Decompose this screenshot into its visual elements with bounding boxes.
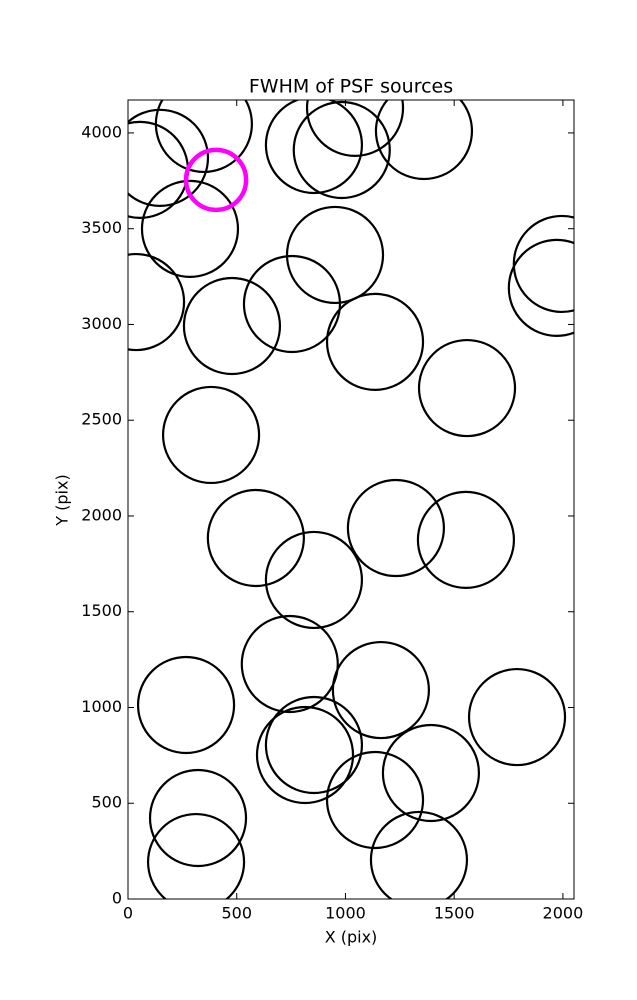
source-circle — [285, 205, 385, 305]
y-tick-label: 2500 — [81, 410, 122, 429]
source-circle — [242, 254, 342, 354]
y-tick-label: 1000 — [81, 697, 122, 716]
y-tick-label: 3500 — [81, 218, 122, 237]
source-circle — [140, 179, 240, 278]
source-circle — [206, 488, 305, 588]
x-axis-label: X (pix) — [325, 928, 378, 947]
source-circle — [264, 100, 364, 195]
source-circle — [128, 252, 186, 352]
source-circle — [148, 768, 248, 868]
source-circle — [146, 812, 246, 899]
x-tick-label: 1000 — [325, 904, 366, 923]
source-circle — [512, 214, 574, 314]
y-tick-label: 1500 — [81, 601, 122, 620]
source-circle — [467, 667, 567, 767]
x-tick-label: 1500 — [434, 904, 475, 923]
y-tick-label: 2000 — [81, 505, 122, 524]
source-circle — [325, 292, 425, 391]
x-tick-label: 0 — [123, 904, 133, 923]
y-tick-label: 4000 — [81, 122, 122, 141]
y-tick-label: 3000 — [81, 314, 122, 333]
y-tick-label: 500 — [91, 793, 122, 812]
highlighted-source — [183, 147, 249, 213]
y-tick-label: 0 — [112, 889, 122, 908]
source-circle — [292, 100, 391, 200]
source-circle — [374, 100, 474, 181]
x-tick-label: 2000 — [543, 904, 584, 923]
source-circle — [416, 490, 516, 590]
source-circle — [331, 640, 431, 740]
source-circle — [136, 655, 236, 755]
source-circle — [264, 695, 364, 795]
source-circle — [346, 478, 446, 578]
source-circle — [507, 238, 574, 337]
source-circle — [325, 750, 425, 850]
source-circle — [128, 108, 210, 207]
y-axis-label: Y (pix) — [53, 474, 72, 526]
source-circle — [161, 385, 261, 485]
plot-area — [128, 100, 574, 899]
source-circle — [381, 723, 481, 823]
source-circle — [182, 276, 282, 376]
source-circle — [264, 530, 364, 630]
source-circle — [255, 705, 355, 805]
source-circle — [417, 338, 517, 438]
chart-title: FWHM of PSF sources — [249, 76, 453, 98]
source-circle — [240, 614, 339, 714]
plot-frame — [127, 99, 575, 900]
source-circle — [305, 100, 405, 157]
source-circle — [369, 810, 469, 899]
x-tick-label: 500 — [221, 904, 252, 923]
